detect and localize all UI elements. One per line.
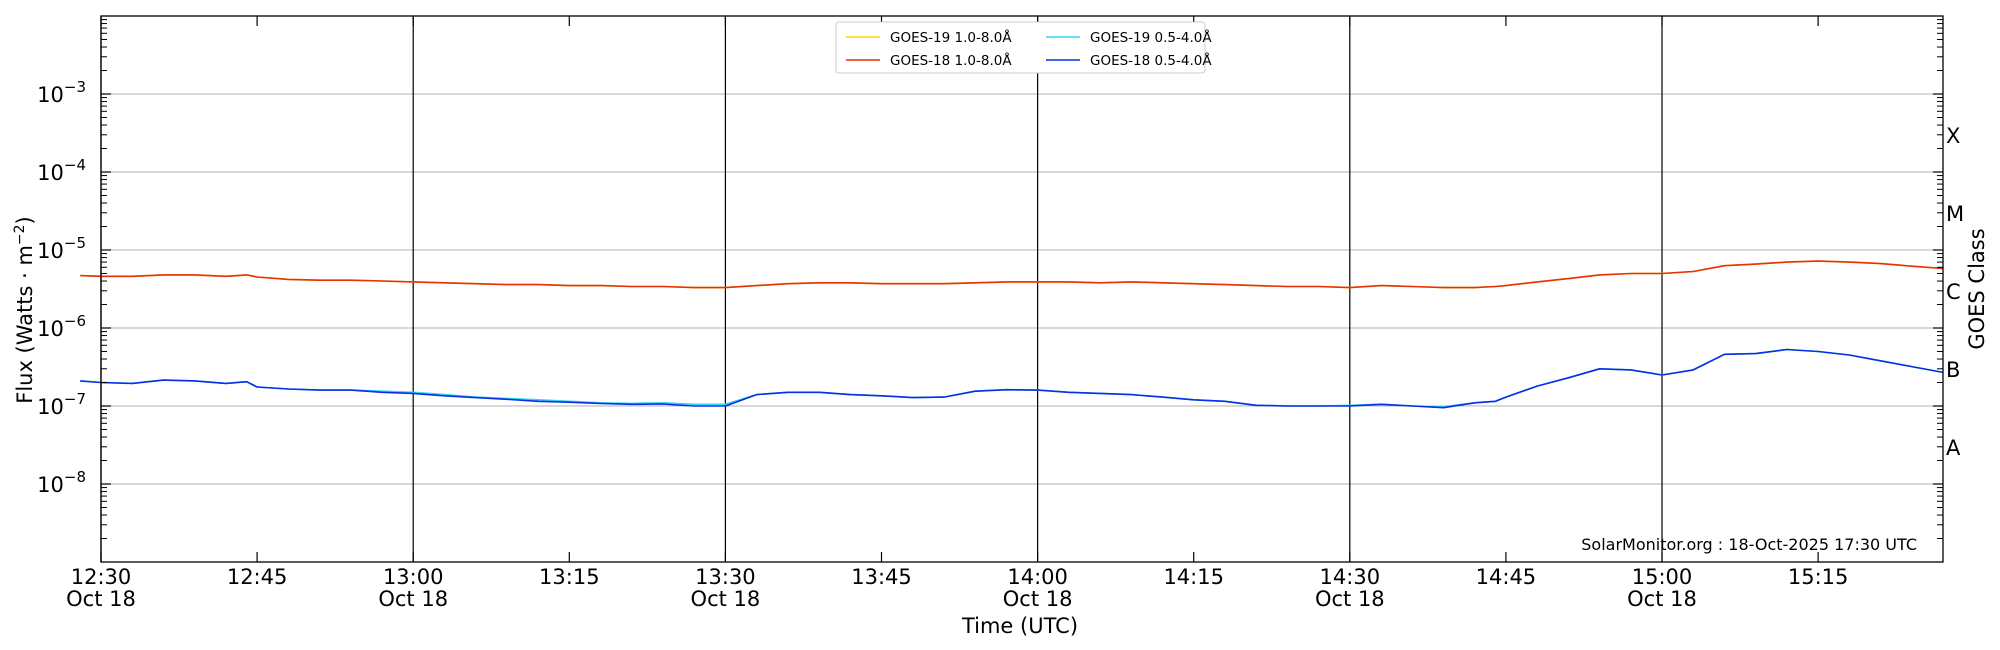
y-tick-label-base: 10 [37,395,64,419]
x-tick-label: 13:30 [695,565,756,589]
x-tick-label: 15:15 [1788,565,1849,589]
y-tick-label: 10−3 [37,78,86,107]
tick-layer [100,16,1943,562]
y-axis-title-exponent: −2 [12,224,28,245]
x-tick-date-label: Oct 18 [691,587,761,611]
x-tick-label: 13:00 [383,565,444,589]
x-axis-title: Time (UTC) [961,614,1078,638]
y-tick-label: 10−6 [37,312,86,341]
y-tick-label-base: 10 [37,161,64,185]
goes-class-label: C [1946,280,1961,304]
goes-class-label: A [1946,436,1961,460]
ylabel-layer: 10−810−710−610−510−410−3 [37,78,86,497]
series-line-3 [80,348,1944,408]
x-tick-label: 13:15 [539,565,600,589]
legend-entry-label: GOES-19 0.5-4.0Å [1090,29,1212,46]
x-tick-label: 14:45 [1476,565,1537,589]
legend-entry-label: GOES-19 1.0-8.0Å [890,29,1012,46]
x-tick-label: 13:45 [851,565,912,589]
legend-entry-label: GOES-18 1.0-8.0Å [890,52,1012,69]
x-tick-date-label: Oct 18 [66,587,136,611]
goes-class-label: X [1946,124,1960,148]
grid-layer [101,93,1943,485]
y-tick-label: 10−4 [37,156,86,185]
y-tick-label-exponent: −6 [64,312,86,330]
x-tick-date-label: Oct 18 [1315,587,1385,611]
y-axis-title: Flux (Watts · m−2) [12,216,37,404]
y-tick-label-base: 10 [37,239,64,263]
series-layer [80,260,1944,409]
goes-class-label: M [1946,202,1964,226]
solarmonitor-credit: SolarMonitor.org : 18-Oct-2025 17:30 UTC [1581,535,1917,554]
series-line-4 [80,348,1944,409]
plot-frame [100,15,1944,563]
x-tick-label: 15:00 [1632,565,1693,589]
y-axis-title-close: ) [13,216,37,224]
x-tick-date-label: Oct 18 [1627,587,1697,611]
legend-box [835,21,1206,74]
y-tick-label-base: 10 [37,317,64,341]
y2-axis-title: GOES Class [1965,228,1989,349]
y-tick-label-exponent: −4 [64,156,86,174]
x-tick-date-label: Oct 18 [1003,587,1073,611]
y-tick-label: 10−5 [37,234,86,263]
y-tick-label-base: 10 [37,473,64,497]
y-tick-label-exponent: −7 [64,390,86,408]
series-line-2 [80,260,1944,289]
goes-class-layer: A B C M X [1946,124,1964,460]
y-tick-label-exponent: −3 [64,78,86,96]
goes-class-label: B [1946,358,1960,382]
x-tick-label: 14:00 [1007,565,1068,589]
y-tick-label-exponent: −5 [64,234,86,252]
y-tick-label-exponent: −8 [64,468,86,486]
legend: GOES-19 1.0-8.0Å GOES-18 1.0-8.0Å GOES-19 … [835,21,1212,74]
vertical-marker-layer [100,16,1663,562]
x-tick-label: 12:45 [227,565,288,589]
y-tick-label: 10−7 [37,390,86,419]
x-tick-label: 14:15 [1163,565,1224,589]
x-tick-label: 14:30 [1320,565,1381,589]
y-axis-title-main: Flux (Watts · m [13,245,37,404]
series-line-1 [80,260,1944,289]
legend-entry-label: GOES-18 0.5-4.0Å [1090,52,1212,69]
y-tick-label: 10−8 [37,468,86,497]
y-tick-label-base: 10 [37,83,64,107]
x-tick-date-label: Oct 18 [378,587,448,611]
x-tick-label: 12:30 [71,565,132,589]
